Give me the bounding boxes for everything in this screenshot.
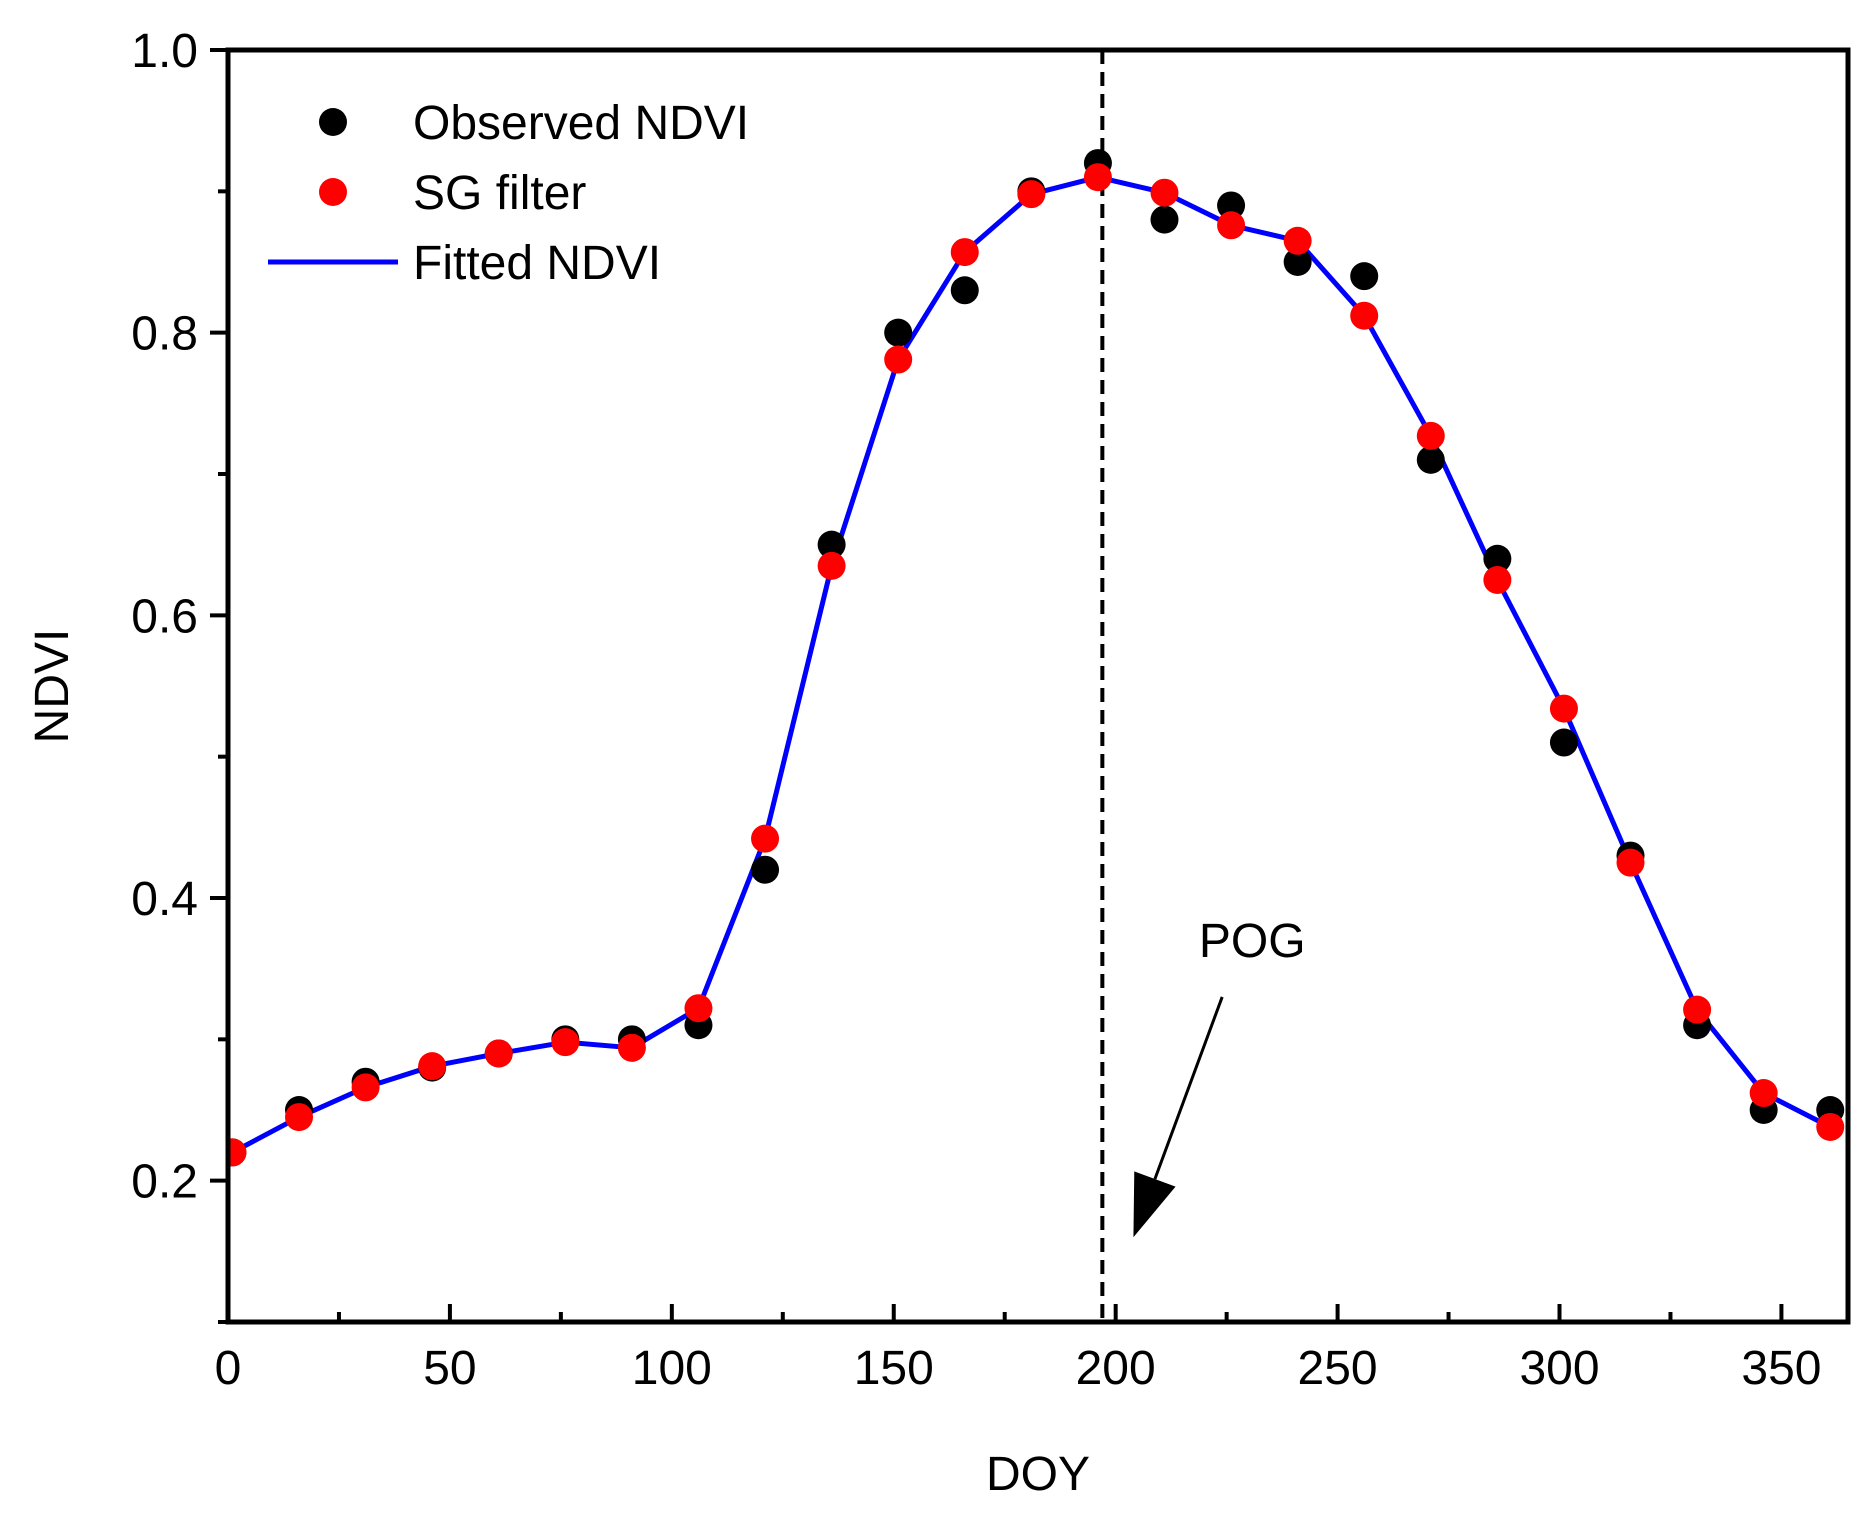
x-tick-label: 100 — [632, 1342, 712, 1395]
pog-label: POG — [1199, 915, 1306, 968]
pog-arrow-head — [1133, 1171, 1176, 1238]
x-tick-label: 0 — [215, 1342, 242, 1395]
sg-point — [484, 1039, 513, 1068]
x-tick-label: 250 — [1298, 1342, 1378, 1395]
sg-point — [228, 1138, 247, 1167]
sg-point — [1816, 1112, 1845, 1141]
observed-point — [1283, 248, 1312, 276]
sg-point — [551, 1028, 580, 1057]
observed-point — [884, 318, 913, 347]
x-tick-label: 50 — [423, 1342, 476, 1395]
x-axis-title: DOY — [986, 1448, 1090, 1501]
sg-point — [1150, 178, 1179, 207]
y-tick-label: 0.8 — [131, 308, 198, 361]
x-tick-label: 350 — [1741, 1342, 1821, 1395]
observed-point — [950, 276, 979, 305]
sg-point — [1283, 226, 1312, 255]
fitted-ndvi-line — [231, 174, 1832, 1155]
x-tick-label: 300 — [1519, 1342, 1599, 1395]
y-tick-label: 0.4 — [131, 873, 198, 926]
legend-label-fitted: Fitted NDVI — [413, 237, 661, 290]
sg-point — [617, 1033, 646, 1062]
observed-point — [1217, 191, 1246, 220]
legend-marker-sg — [319, 178, 347, 206]
y-tick-label: 0.6 — [131, 590, 198, 643]
observed-point — [1150, 205, 1179, 234]
sg-point — [1616, 848, 1645, 877]
y-tick-label: 0.2 — [131, 1156, 198, 1209]
sg-point — [884, 345, 913, 374]
sg-point — [817, 551, 846, 580]
sg-point — [285, 1103, 314, 1132]
sg-filter-points — [228, 163, 1845, 1167]
pog-annotation: POG — [1133, 915, 1306, 1238]
observed-point — [817, 530, 846, 559]
y-axis-title: NDVI — [26, 629, 79, 744]
observed-ndvi-points — [228, 149, 1845, 1167]
y-axis-ticks: 0.2 0.4 0.6 0.8 1.0 — [131, 25, 228, 1324]
sg-point — [751, 824, 780, 853]
plot-frame — [225, 47, 1851, 1325]
sg-point — [950, 238, 979, 267]
sg-point — [1483, 566, 1512, 594]
sg-point — [1683, 995, 1712, 1024]
sg-point — [684, 994, 713, 1023]
observed-point — [1549, 728, 1578, 757]
observed-point — [1350, 262, 1379, 291]
legend-label-observed: Observed NDVI — [413, 97, 749, 150]
legend-marker-observed — [319, 108, 347, 136]
x-axis-ticks: 0 50 100 150 200 250 300 350 — [215, 1304, 1821, 1395]
legend-label-sg: SG filter — [413, 167, 586, 220]
pog-arrow-shaft — [1153, 996, 1224, 1180]
x-tick-label: 200 — [1076, 1342, 1156, 1395]
sg-point — [1083, 163, 1112, 192]
y-tick-label: 1.0 — [131, 25, 198, 78]
sg-point — [351, 1073, 380, 1102]
legend: Observed NDVI SG filter Fitted NDVI — [268, 97, 749, 290]
sg-point — [1017, 180, 1046, 209]
sg-point — [1217, 211, 1246, 240]
x-tick-label: 150 — [854, 1342, 934, 1395]
sg-point — [1350, 301, 1379, 330]
sg-point — [418, 1052, 447, 1081]
observed-point — [751, 855, 780, 884]
observed-point — [1483, 544, 1512, 573]
sg-point — [1416, 421, 1445, 450]
sg-point — [1549, 694, 1578, 723]
sg-point — [1749, 1079, 1778, 1108]
observed-point — [1416, 445, 1445, 474]
